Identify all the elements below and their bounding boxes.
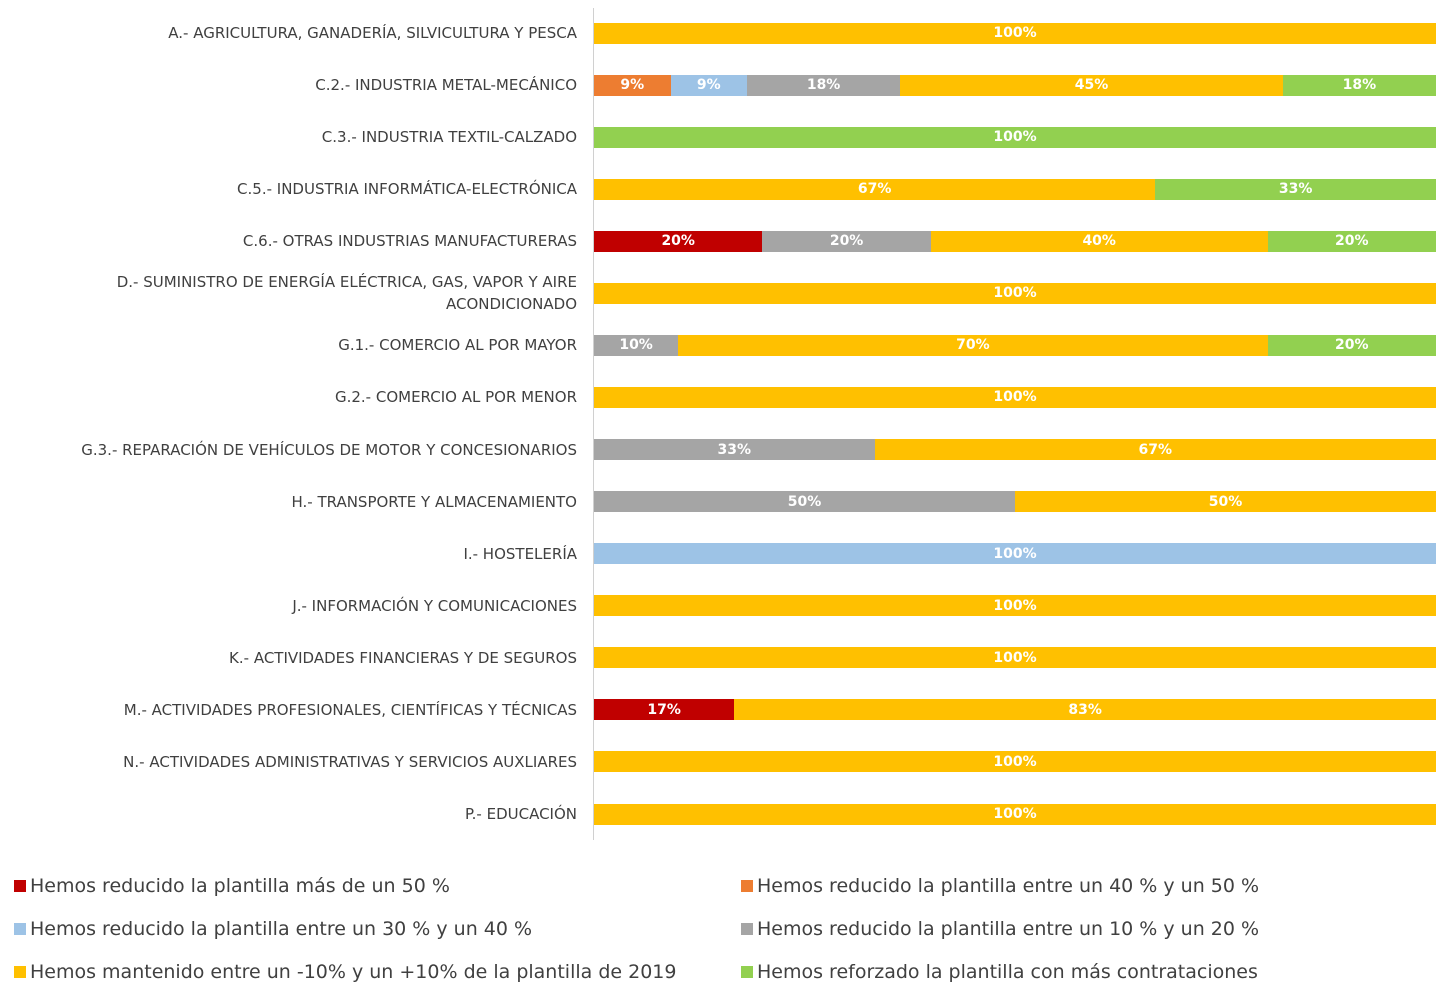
category-label: M.- ACTIVIDADES PROFESIONALES, CIENTÍFIC… [123,700,577,719]
data-label: 83% [1068,701,1102,718]
category-label: G.1.- COMERCIO AL POR MAYOR [338,336,577,355]
data-label: 67% [857,181,892,198]
data-label: 100% [993,753,1037,770]
bar-segment: 100% [594,751,1436,773]
bar-segment: 100% [594,282,1436,304]
data-label: 67% [1138,441,1173,458]
data-label: 50% [787,493,822,510]
data-label: 9% [620,77,645,94]
legend-item: Hemos mantenido entre un -10% y un +10% … [14,960,676,984]
category-label: D.- SUMINISTRO DE ENERGÍA ELÉCTRICA, GAS… [116,273,577,314]
category-label: N.- ACTIVIDADES ADMINISTRATIVAS Y SERVIC… [123,752,577,771]
bar-segment: 18% [747,74,901,96]
category-label: K.- ACTIVIDADES FINANCIERAS Y DE SEGUROS [229,648,577,667]
legend-item: Hemos reducido la plantilla más de un 50… [14,874,450,898]
legend-swatch [741,966,753,978]
data-label: 18% [1342,77,1377,94]
bar-segment: 17% [594,699,735,721]
bar-segment: 50% [1015,491,1436,513]
legend-item: Hemos reforzado la plantilla con más con… [741,960,1258,984]
bar-segment: 100% [594,543,1436,565]
data-label: 100% [993,806,1037,823]
data-label: 45% [1074,77,1109,94]
data-label: 40% [1082,233,1116,250]
data-label: 100% [993,129,1037,146]
category-label: J.- INFORMACIÓN Y COMUNICACIONES [292,596,577,615]
bar-segment: 100% [594,595,1436,617]
category-label: G.2.- COMERCIO AL POR MENOR [334,388,577,407]
data-label: 18% [806,77,841,94]
legend-swatch [14,923,26,935]
data-label: 9% [696,77,721,94]
bar-segment: 33% [1155,178,1436,200]
legend-swatch [14,880,26,892]
data-label: 100% [993,649,1037,666]
data-label: 100% [993,597,1037,614]
legend-swatch [741,923,753,935]
category-label: G.3.- REPARACIÓN DE VEHÍCULOS DE MOTOR Y… [81,440,577,459]
data-label: 50% [1208,493,1243,510]
data-label: 20% [661,233,695,250]
category-label: I.- HOSTELERÍA [463,544,577,563]
data-label: 100% [993,285,1037,302]
bar-segment: 100% [594,803,1436,825]
data-label: 20% [1335,337,1369,354]
bar-segment: 9% [594,74,671,96]
bar-segment: 20% [1267,230,1436,252]
data-label: 10% [619,337,653,354]
bar-segment: 20% [1267,334,1436,356]
data-label: 20% [1335,233,1369,250]
bar-segment: 50% [594,491,1015,513]
bar-segment: 40% [930,230,1268,252]
bar-segment: 10% [594,334,679,356]
bar-segment: 33% [594,439,875,461]
legend-label: Hemos reducido la plantilla entre un 10 … [757,918,1260,940]
axis-line [593,8,594,840]
bar-segment: 45% [900,74,1283,96]
data-label: 20% [829,233,864,250]
bar-segment: 100% [594,126,1436,148]
legend-swatch [14,966,26,978]
legend-label: Hemos reducido la plantilla más de un 50… [30,875,450,897]
bar-segment: 20% [594,230,763,252]
legend-label: Hemos reforzado la plantilla con más con… [757,961,1258,983]
bar-segment: 18% [1282,74,1436,96]
legend-label: Hemos reducido la plantilla entre un 40 … [757,875,1260,897]
data-label: 100% [993,389,1037,406]
bar-segment: 9% [670,74,748,96]
bar-segment: 100% [594,22,1436,44]
category-label: H.- TRANSPORTE Y ALMACENAMIENTO [291,492,578,511]
bar-segment: 100% [594,386,1436,408]
bar-segment: 100% [594,647,1436,669]
legend-label: Hemos reducido la plantilla entre un 30 … [30,918,533,940]
bar-segment: 67% [594,178,1156,200]
legend-item: Hemos reducido la plantilla entre un 10 … [741,917,1259,941]
bar-segment: 83% [734,699,1436,721]
bar-segment: 67% [874,439,1436,461]
legend-swatch [741,880,753,892]
category-label: C.2.- INDUSTRIA METAL-MECÁNICO [315,76,577,95]
legend-item: Hemos reducido la plantilla entre un 30 … [14,917,532,941]
data-label: 33% [1278,181,1313,198]
data-label: 17% [647,701,681,718]
category-label: C.6.- OTRAS INDUSTRIAS MANUFACTURERAS [242,232,577,251]
data-label: 100% [993,545,1037,562]
category-label: C.5.- INDUSTRIA INFORMÁTICA-ELECTRÓNICA [237,180,577,199]
bar-segment: 20% [762,230,931,252]
data-label: 33% [717,441,752,458]
legend-item: Hemos reducido la plantilla entre un 40 … [741,874,1259,898]
category-label: C.3.- INDUSTRIA TEXTIL-CALZADO [321,128,577,147]
bar-segment: 70% [678,334,1268,356]
category-label: A.- AGRICULTURA, GANADERÍA, SILVICULTURA… [168,24,577,42]
category-label: P.- EDUCACIÓN [464,805,577,824]
legend-label: Hemos mantenido entre un -10% y un +10% … [30,961,677,983]
data-label: 70% [956,337,990,354]
data-label: 100% [993,25,1037,41]
